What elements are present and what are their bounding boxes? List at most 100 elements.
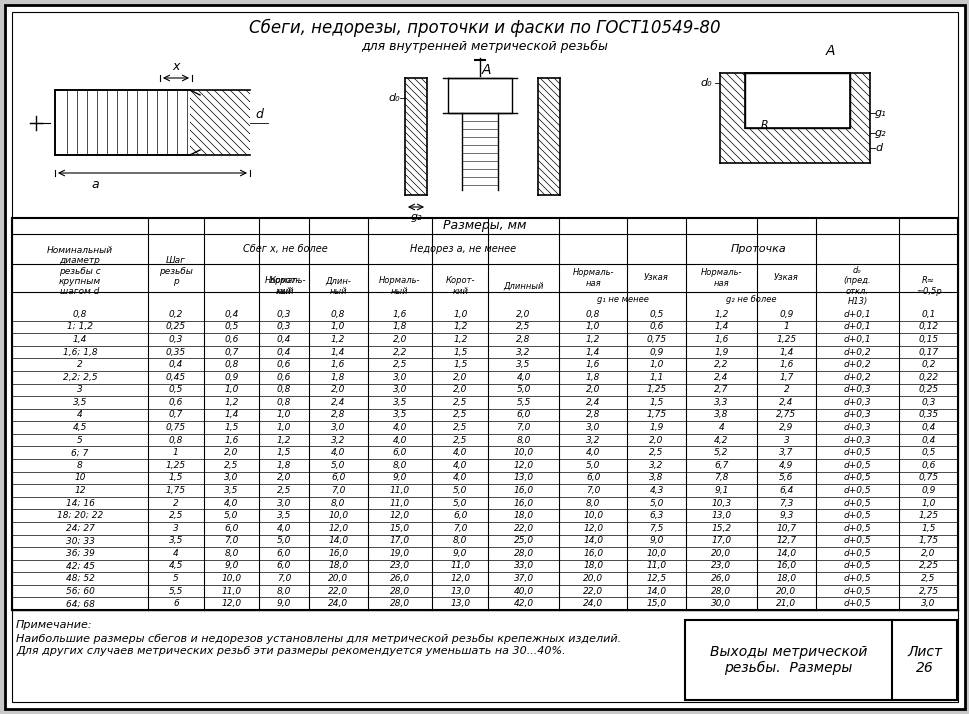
Text: 4: 4 xyxy=(172,549,178,558)
Text: 8,0: 8,0 xyxy=(516,436,530,445)
Text: 6,0: 6,0 xyxy=(224,523,238,533)
Text: 5: 5 xyxy=(78,436,82,445)
Text: 8,0: 8,0 xyxy=(453,536,467,545)
Text: Номинальный
диаметр
резьбы с
крупным
шагом d: Номинальный диаметр резьбы с крупным шаг… xyxy=(47,246,113,296)
Text: 0,3: 0,3 xyxy=(169,335,183,344)
Text: 0,6: 0,6 xyxy=(921,461,935,470)
Text: 2,4: 2,4 xyxy=(585,398,600,407)
Text: 0,4: 0,4 xyxy=(921,423,935,432)
Text: 22,0: 22,0 xyxy=(582,587,603,595)
Text: 2,2: 2,2 xyxy=(713,360,728,369)
Text: 2,25: 2,25 xyxy=(918,561,938,570)
Text: 0,35: 0,35 xyxy=(918,411,938,419)
Text: 9,0: 9,0 xyxy=(276,599,291,608)
Text: 0,4: 0,4 xyxy=(169,360,183,369)
Text: 13,0: 13,0 xyxy=(710,511,731,520)
Text: d+0,3: d+0,3 xyxy=(843,411,870,419)
Text: 11,0: 11,0 xyxy=(390,498,410,508)
Text: 3,0: 3,0 xyxy=(330,423,345,432)
Text: 4: 4 xyxy=(718,423,724,432)
Text: 0,25: 0,25 xyxy=(166,323,186,331)
Text: 11,0: 11,0 xyxy=(450,561,470,570)
Text: d+0,3: d+0,3 xyxy=(843,423,870,432)
Text: 1,0: 1,0 xyxy=(276,423,291,432)
Bar xyxy=(684,620,956,700)
Text: 3,5: 3,5 xyxy=(392,411,407,419)
Text: R: R xyxy=(761,120,768,130)
Text: 1,25: 1,25 xyxy=(775,335,796,344)
Text: 12,0: 12,0 xyxy=(513,461,533,470)
Text: 22,0: 22,0 xyxy=(513,523,533,533)
Text: 4,2: 4,2 xyxy=(713,436,728,445)
Text: d₀: d₀ xyxy=(388,93,399,103)
Text: 1,8: 1,8 xyxy=(392,323,407,331)
Text: 2,75: 2,75 xyxy=(775,411,796,419)
Text: 12,0: 12,0 xyxy=(390,511,410,520)
Text: 1,75: 1,75 xyxy=(918,536,938,545)
Text: d: d xyxy=(874,143,881,153)
Text: 20,0: 20,0 xyxy=(582,574,603,583)
Text: d+0,5: d+0,5 xyxy=(843,448,870,457)
Text: 8,0: 8,0 xyxy=(392,461,407,470)
Text: g₁: g₁ xyxy=(874,108,886,118)
Text: 6,7: 6,7 xyxy=(713,461,728,470)
Text: 3,2: 3,2 xyxy=(585,436,600,445)
Text: 3: 3 xyxy=(172,523,178,533)
Text: 14; 16: 14; 16 xyxy=(66,498,94,508)
Text: 12,0: 12,0 xyxy=(450,574,470,583)
Text: 18; 20; 22: 18; 20; 22 xyxy=(57,511,103,520)
Text: 56; 60: 56; 60 xyxy=(66,587,94,595)
Text: 2,5: 2,5 xyxy=(453,398,467,407)
Text: 1,0: 1,0 xyxy=(585,323,600,331)
Text: 4,0: 4,0 xyxy=(585,448,600,457)
Text: 6,0: 6,0 xyxy=(453,511,467,520)
Text: 18,0: 18,0 xyxy=(328,561,348,570)
Text: Недорез а, не менее: Недорез а, не менее xyxy=(410,244,516,254)
Text: 48; 52: 48; 52 xyxy=(66,574,94,583)
Text: 22,0: 22,0 xyxy=(328,587,348,595)
Text: 0,7: 0,7 xyxy=(169,411,183,419)
Text: 3,5: 3,5 xyxy=(516,360,530,369)
Text: 3,2: 3,2 xyxy=(648,461,663,470)
Text: 2,5: 2,5 xyxy=(169,511,183,520)
Text: 1,4: 1,4 xyxy=(778,348,793,356)
Text: Выходы метрической
резьбы.  Размеры: Выходы метрической резьбы. Размеры xyxy=(709,645,866,675)
Text: 0,2: 0,2 xyxy=(169,310,183,318)
Text: 3,0: 3,0 xyxy=(585,423,600,432)
Text: 0,5: 0,5 xyxy=(169,386,183,394)
Text: 8: 8 xyxy=(78,461,82,470)
Text: 1,2: 1,2 xyxy=(585,335,600,344)
Text: 0,3: 0,3 xyxy=(276,323,291,331)
Text: 37,0: 37,0 xyxy=(513,574,533,583)
Text: 0,75: 0,75 xyxy=(918,473,938,483)
Text: 1,6: 1,6 xyxy=(778,360,793,369)
Text: 8,0: 8,0 xyxy=(276,587,291,595)
Text: 3,8: 3,8 xyxy=(713,411,728,419)
Text: 3,5: 3,5 xyxy=(392,398,407,407)
Text: 4,0: 4,0 xyxy=(330,448,345,457)
Text: 1,4: 1,4 xyxy=(713,323,728,331)
Text: 18,0: 18,0 xyxy=(582,561,603,570)
Text: 26,0: 26,0 xyxy=(390,574,410,583)
Text: 25,0: 25,0 xyxy=(513,536,533,545)
Text: 2,0: 2,0 xyxy=(330,386,345,394)
Text: 1,75: 1,75 xyxy=(646,411,666,419)
Text: 10: 10 xyxy=(75,473,85,483)
Text: 18,0: 18,0 xyxy=(775,574,796,583)
Text: 14,0: 14,0 xyxy=(646,587,666,595)
Text: d+0,2: d+0,2 xyxy=(843,348,870,356)
Text: 2,0: 2,0 xyxy=(224,448,238,457)
Text: 3,5: 3,5 xyxy=(276,511,291,520)
Text: 3,3: 3,3 xyxy=(713,398,728,407)
Text: 3: 3 xyxy=(783,436,789,445)
Text: 1,2: 1,2 xyxy=(224,398,238,407)
Text: 7,0: 7,0 xyxy=(453,523,467,533)
Text: 16,0: 16,0 xyxy=(582,549,603,558)
Text: 15,0: 15,0 xyxy=(390,523,410,533)
Text: 6,0: 6,0 xyxy=(276,549,291,558)
Text: d+0,5: d+0,5 xyxy=(843,536,870,545)
Text: Узкая: Узкая xyxy=(643,273,669,283)
Text: 12,7: 12,7 xyxy=(775,536,796,545)
Text: 2,4: 2,4 xyxy=(330,398,345,407)
Text: Сбеги, недорезы, проточки и фаски по ГОСТ10549-80: Сбеги, недорезы, проточки и фаски по ГОС… xyxy=(249,19,720,37)
